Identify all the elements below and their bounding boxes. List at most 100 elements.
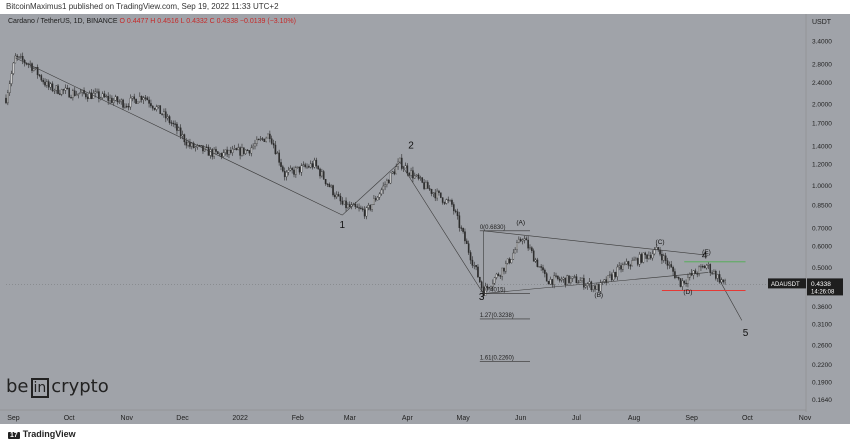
candle-body	[592, 285, 594, 291]
candle-body	[150, 103, 152, 107]
candle-body	[280, 162, 282, 167]
candle-body	[681, 280, 684, 287]
candle-body	[31, 63, 33, 71]
candle-body	[118, 101, 121, 103]
candle-body	[531, 247, 533, 252]
candle-body	[278, 152, 280, 163]
candle-body	[49, 83, 52, 88]
candle-body	[399, 157, 401, 163]
candle-body	[243, 147, 245, 154]
candle-body	[101, 93, 104, 98]
candle-body	[369, 205, 371, 210]
candle-body	[562, 277, 565, 280]
candle-body	[151, 105, 154, 109]
candle-body	[538, 266, 541, 268]
candle-body	[536, 259, 539, 267]
candle-body	[631, 260, 633, 267]
candle-body	[393, 171, 396, 175]
y-tick-label: 0.6000	[812, 244, 832, 251]
candle-body	[241, 147, 243, 156]
candle-body	[73, 90, 76, 96]
candle-body	[246, 149, 249, 151]
candle-body	[683, 280, 686, 284]
beincrypto-logo: be in crypto	[6, 376, 109, 398]
candle-body	[471, 259, 474, 266]
candle-body	[111, 97, 113, 103]
candle-body	[248, 150, 251, 154]
candle-body	[518, 238, 520, 243]
candle-body	[415, 174, 418, 176]
published-text: BitcoinMaximus1 published on TradingView…	[6, 2, 279, 11]
candle-body	[55, 85, 57, 91]
candle-body	[337, 194, 340, 197]
candle-body	[636, 258, 639, 265]
candle-body	[373, 198, 375, 205]
candle-body	[577, 282, 580, 284]
candle-body	[16, 55, 18, 58]
candle-body	[313, 159, 316, 168]
fib-level-label: 1(0.4015)	[480, 288, 506, 294]
chart-area[interactable]: USDT 3.4000 2.8000 2.4000 2.0000 1.7000 1.4000…	[0, 14, 850, 424]
candle-body	[347, 204, 349, 209]
candle-body	[458, 215, 461, 228]
candle-body	[157, 105, 160, 108]
x-tick-label: Nov	[799, 415, 812, 422]
x-tick-label: Dec	[176, 415, 189, 422]
candle-body	[79, 92, 82, 94]
candle-body	[475, 265, 477, 268]
candle-body	[627, 261, 630, 266]
candle-body	[274, 144, 277, 155]
candle-body	[218, 153, 221, 155]
candle-body	[677, 276, 680, 279]
candle-body	[224, 149, 227, 153]
candle-body	[107, 95, 110, 101]
candle-body	[83, 90, 85, 94]
candle-body	[557, 275, 559, 280]
candle-body	[633, 259, 635, 261]
wave-label: (A)	[516, 220, 525, 227]
candle-body	[170, 122, 173, 124]
candle-body	[484, 285, 487, 296]
candle-body	[282, 166, 284, 172]
candle-body	[529, 247, 531, 249]
fib-level-label: 1.27(0.3238)	[480, 313, 514, 319]
candle-body	[178, 127, 180, 131]
candle-body	[5, 97, 7, 104]
candle-body	[256, 138, 258, 144]
wave-5-projection-line	[719, 279, 743, 321]
candle-body	[451, 200, 453, 205]
candle-body	[432, 192, 435, 194]
candle-body	[430, 188, 433, 194]
candle-body	[131, 96, 134, 99]
candle-body	[38, 74, 41, 76]
candle-body	[371, 204, 373, 210]
candle-body	[542, 267, 544, 271]
candle-body	[575, 276, 578, 284]
candle-body	[146, 97, 149, 101]
candle-body	[609, 274, 611, 276]
candle-body	[92, 93, 95, 99]
candle-body	[287, 169, 290, 173]
candle-body	[77, 93, 80, 95]
candle-body	[380, 189, 383, 195]
x-tick-label: Sep	[7, 415, 20, 422]
candle-body	[679, 278, 682, 287]
candle-body	[94, 91, 96, 94]
candle-body	[558, 278, 561, 281]
candle-body	[464, 231, 466, 242]
candle-body	[698, 266, 700, 275]
candle-body	[18, 56, 20, 58]
x-tick-label: Jun	[515, 415, 526, 422]
tradingview-logo[interactable]: 17 TradingView	[8, 429, 76, 439]
candle-body	[228, 150, 230, 155]
candle-body	[360, 207, 362, 209]
candle-body	[456, 211, 459, 216]
price-chart[interactable]: USDT 3.4000 2.8000 2.4000 2.0000 1.7000 1.4000…	[0, 14, 850, 424]
candle-body	[426, 182, 429, 189]
candle-body	[649, 255, 652, 259]
candle-body	[490, 286, 492, 289]
wave-label: 5	[743, 328, 749, 339]
candle-body	[172, 122, 175, 125]
candle-body	[269, 133, 271, 139]
x-tick-label: Aug	[628, 415, 641, 422]
